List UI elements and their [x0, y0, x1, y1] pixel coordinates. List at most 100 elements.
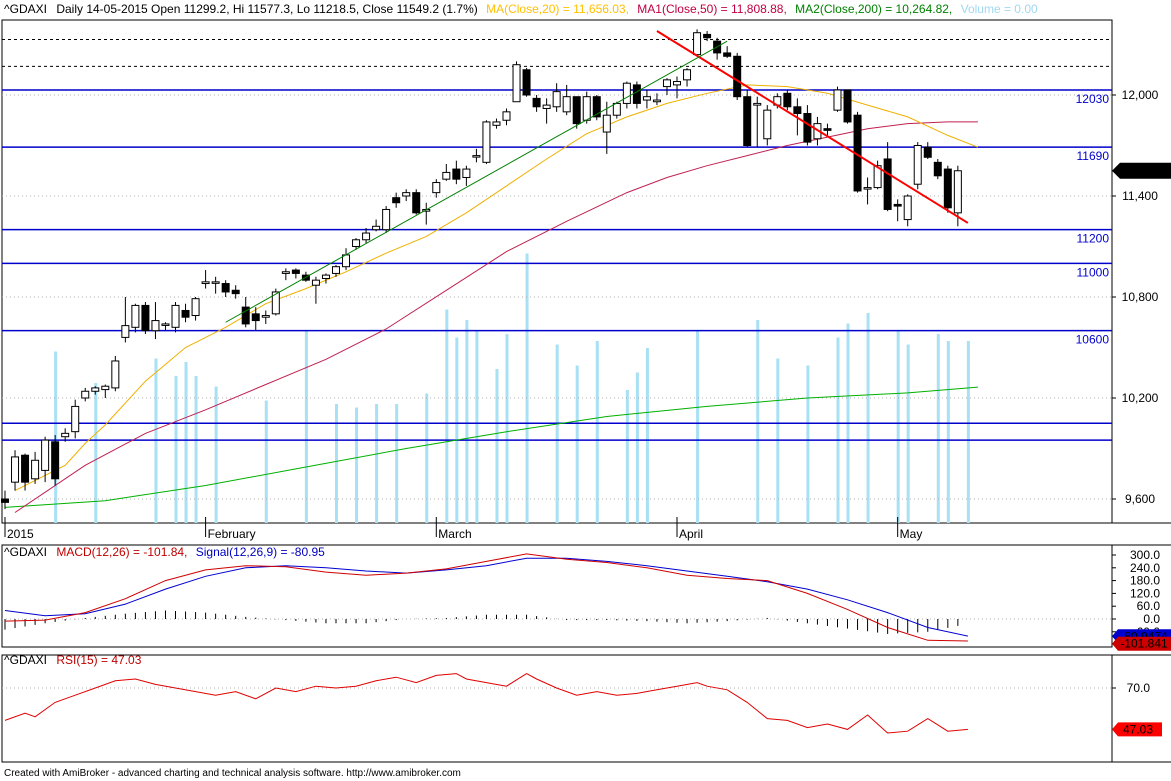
candle-body	[81, 390, 90, 399]
volume-bar	[625, 390, 629, 523]
candle-body	[161, 323, 170, 326]
candle-body	[923, 146, 932, 158]
candle-body	[261, 315, 270, 318]
macd-value-label: -101.841	[1120, 637, 1168, 651]
candle-body	[41, 439, 50, 471]
candle-body	[291, 269, 300, 274]
candle-body	[843, 89, 852, 123]
volume-bar	[836, 337, 840, 523]
candle-body	[462, 168, 471, 178]
x-tick-label: April	[679, 527, 703, 541]
candle-body	[622, 82, 631, 104]
candle-body	[863, 187, 872, 190]
volume-bar	[264, 400, 268, 523]
volume-bar	[575, 365, 579, 523]
volume-bar	[334, 404, 338, 523]
candle-body	[311, 279, 320, 286]
macd-header-signal: Signal(12,26,9) = -80.95	[196, 545, 325, 559]
volume-bar	[505, 334, 509, 523]
volume-bar	[194, 376, 198, 523]
level-label: 12030	[1076, 92, 1110, 106]
candle-body	[783, 92, 792, 108]
candle-body	[933, 161, 942, 177]
macd-header: ^GDAXI MACD(12,26) = -101.84, Signal(12,…	[4, 545, 325, 559]
candle-body	[733, 55, 742, 98]
candle-body	[662, 79, 671, 88]
candle-body	[492, 121, 501, 126]
volume-bar	[425, 393, 429, 523]
volume-bar	[465, 320, 469, 523]
level-label: 11690	[1077, 149, 1110, 163]
candle-body	[241, 306, 250, 325]
volume-bar	[645, 348, 649, 523]
volume-bar	[475, 330, 479, 523]
candle-body	[151, 320, 160, 332]
rsi-header-symbol: ^GDAXI	[4, 653, 47, 667]
candle-body	[943, 168, 952, 209]
volume-bar	[455, 337, 459, 523]
rsi-pane-frame	[1, 654, 1113, 763]
candle-body	[612, 102, 621, 116]
volume-bar	[375, 404, 379, 523]
macd-tick-label: 60.0	[1137, 599, 1161, 613]
last-close-marker	[1112, 162, 1171, 179]
candle-body	[873, 165, 882, 189]
candle-body	[572, 96, 581, 125]
macd-tick-label: 0.0	[1143, 612, 1160, 626]
candle-body	[352, 239, 361, 247]
candle-body	[11, 456, 20, 483]
candle-body	[683, 69, 692, 81]
candle-body	[833, 89, 842, 111]
candle-body	[743, 96, 752, 146]
candle-body	[21, 454, 30, 483]
macd-tick-label: 240.0	[1130, 561, 1160, 575]
candle-body	[51, 441, 60, 480]
x-tick-label: February	[208, 527, 256, 541]
candle-body	[432, 182, 441, 194]
rsi-value-label: 47.03	[1123, 722, 1153, 736]
x-tick-label: March	[438, 527, 471, 541]
candle-body	[452, 168, 461, 180]
volume-bar	[966, 341, 970, 523]
macd-value-marker	[1112, 636, 1171, 651]
macd-tick-label: 120.0	[1130, 586, 1160, 600]
macd-header-macd: MACD(12,26) = -101.84,	[56, 545, 187, 559]
candle-body	[793, 106, 802, 115]
candle-body	[271, 291, 280, 315]
volume-bar	[806, 365, 810, 523]
candle-body	[442, 171, 451, 180]
volume-bar	[94, 383, 98, 523]
price-tick-label: 10,200	[1122, 391, 1159, 405]
volume-bar	[635, 372, 639, 523]
price-tick-label: 10,800	[1122, 290, 1159, 304]
candle-body	[382, 208, 391, 231]
candle-body	[201, 281, 210, 285]
rsi-line	[4, 673, 968, 734]
volume-bar	[555, 344, 559, 523]
candle-body	[903, 195, 912, 221]
level-label: 11200	[1077, 232, 1110, 246]
candle-body	[893, 203, 902, 207]
candle-body	[913, 145, 922, 185]
candle-body	[1, 498, 9, 503]
candle-body	[823, 128, 832, 131]
macd-line	[4, 553, 968, 642]
volume-bar	[906, 344, 910, 523]
last-close-label: 11,549.2	[1122, 164, 1168, 178]
candle-body	[321, 274, 330, 279]
candle-body	[562, 96, 571, 113]
candle-body	[402, 192, 411, 197]
macd-signal-line	[4, 557, 969, 637]
ma200-line	[4, 386, 978, 508]
volume-bar	[184, 362, 188, 523]
candle-body	[632, 84, 641, 104]
candle-body	[331, 266, 340, 274]
volume-bar	[304, 330, 308, 523]
candle-body	[121, 325, 130, 338]
candle-body	[231, 289, 240, 295]
candle-body	[71, 405, 80, 433]
price-tick-label: 11,400	[1122, 189, 1158, 203]
ma20-line	[14, 84, 979, 492]
candle-body	[141, 304, 150, 332]
candle-body	[171, 304, 180, 328]
